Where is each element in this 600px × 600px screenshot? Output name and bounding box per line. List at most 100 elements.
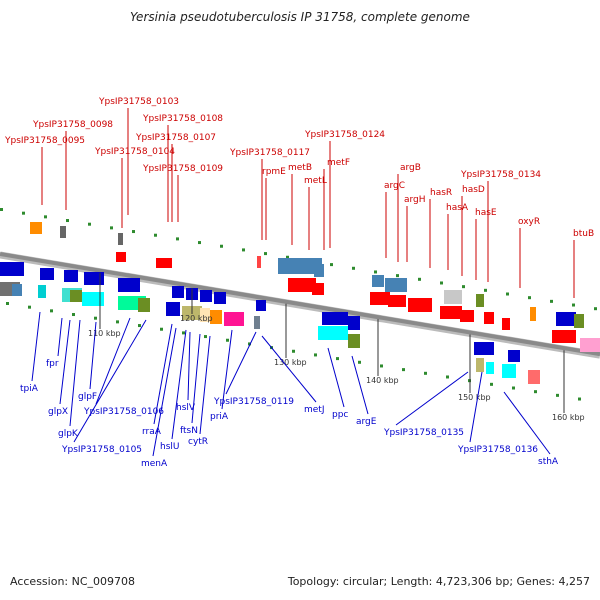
bottom-gene-label: hslU (160, 442, 179, 452)
gene-block (474, 342, 494, 355)
bottom-gene-label: YpsIP31758_0105 (61, 445, 142, 455)
track-dot (182, 331, 185, 335)
bottom-gene-label: hslV (176, 403, 196, 413)
top-gene-label: metL (304, 176, 327, 186)
bottom-leader-line (395, 371, 469, 426)
top-gene-label: metB (288, 163, 312, 173)
gene-block (476, 294, 484, 307)
gene-block (486, 362, 494, 374)
bottom-gene-label: ftsN (180, 426, 198, 436)
track-dot (72, 313, 75, 317)
gene-block (385, 278, 407, 292)
bottom-gene-label: ppc (332, 410, 348, 420)
bottom-gene-label: rraA (142, 427, 162, 437)
top-gene-label: YpsIP31758_0098 (32, 120, 113, 130)
track-dot (116, 320, 119, 324)
genome-backbone (0, 252, 600, 357)
track-dot (572, 303, 575, 307)
gene-block (530, 307, 536, 321)
bottom-leader-line (59, 319, 71, 405)
top-gene-label: rpmE (262, 167, 286, 177)
bottom-gene-label: YpsIP31758_0106 (83, 407, 164, 417)
bottom-leader-line (69, 319, 81, 427)
tick-label: 110 kbp (88, 329, 121, 338)
track-dot (424, 371, 427, 375)
gene-block (200, 308, 210, 322)
gene-block (484, 312, 494, 324)
top-gene-label: hasA (446, 203, 469, 213)
track-dot (88, 222, 91, 226)
gene-block (318, 326, 348, 340)
track-dot (204, 335, 207, 339)
top-gene-label: oxyR (518, 217, 540, 227)
bottom-leader-line (469, 371, 483, 443)
gene-block (440, 306, 462, 319)
gene-block (0, 262, 24, 276)
track-dot (292, 349, 295, 353)
tick-label: 140 kbp (366, 376, 399, 385)
gene-block (528, 370, 540, 384)
bottom-leader-line (153, 323, 173, 425)
bottom-leader-line (327, 347, 345, 408)
track-dot (242, 248, 245, 252)
track-dot (446, 375, 449, 379)
bottom-leader-line (89, 321, 97, 390)
top-gene-label: YpsIP31758_0108 (142, 114, 223, 124)
top-gene-label: YpsIP31758_0117 (229, 148, 310, 158)
gene-block (118, 278, 140, 292)
bottom-leader-line (57, 317, 63, 357)
track-dot (198, 241, 201, 245)
bottom-gene-label: fpr (46, 359, 59, 369)
gene-block (40, 268, 54, 280)
track-dot (44, 215, 47, 219)
bottom-gene-label: argE (356, 417, 377, 427)
bottom-leader-line (73, 319, 147, 443)
gene-block (12, 284, 22, 296)
top-gene-label: YpsIP31758_0104 (94, 147, 175, 157)
gene-block (64, 270, 78, 282)
track-dot (594, 307, 597, 311)
gene-block (408, 298, 432, 312)
gene-block (278, 258, 322, 274)
gene-block (138, 298, 150, 312)
gene-block (322, 312, 348, 325)
top-gene-label: YpsIP31758_0109 (142, 164, 223, 174)
bottom-leader-line (351, 355, 369, 415)
track-dot (22, 211, 25, 215)
genome-summary-text: Topology: circular; Length: 4,723,306 bp… (287, 575, 590, 588)
top-gene-label: YpsIP31758_0095 (4, 136, 85, 146)
gene-block (370, 292, 390, 305)
track-dot (138, 324, 141, 328)
gene-block (580, 338, 600, 352)
top-gene-label: YpsIP31758_0103 (98, 97, 179, 107)
accession-text: Accession: NC_009708 (10, 575, 136, 588)
gene-block (372, 275, 384, 287)
tick-label: 150 kbp (458, 393, 491, 402)
track-dot (528, 296, 531, 300)
bottom-gene-label: glpK (58, 429, 79, 439)
gene-block (460, 310, 474, 322)
bottom-leader-line (171, 329, 187, 440)
bottom-leader-line (261, 335, 317, 403)
gene-block (70, 290, 82, 302)
track-dot (110, 226, 113, 230)
track-dot (264, 252, 267, 256)
gene-block (312, 283, 324, 295)
bottom-gene-label: glpF (78, 392, 97, 402)
top-gene-label: YpsIP31758_0124 (304, 130, 385, 140)
track-dot (336, 357, 339, 361)
gene-block (200, 290, 212, 302)
gene-block (574, 314, 584, 328)
gene-block (314, 264, 324, 277)
gene-block (210, 310, 222, 324)
bottom-gene-label: priA (210, 412, 229, 422)
track-dot (330, 263, 333, 267)
bottom-leader-line (503, 391, 551, 455)
track-dot (248, 342, 251, 346)
track-dot (0, 208, 3, 211)
gene-block (508, 350, 520, 362)
track-dot (286, 255, 289, 259)
bottom-leader-line (199, 335, 211, 435)
tick-label: 120 kbp (180, 314, 213, 323)
